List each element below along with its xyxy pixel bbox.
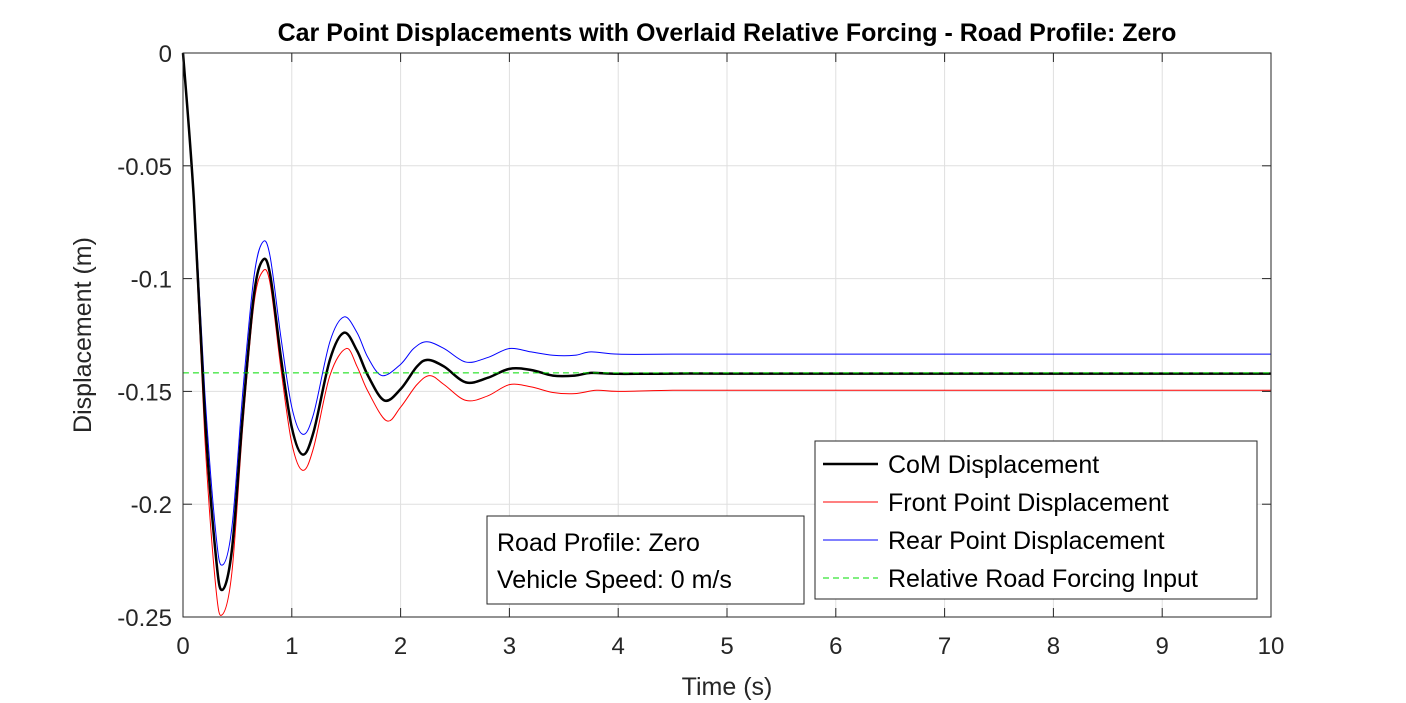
legend: CoM Displacement Front Point Displacement… — [814, 440, 1258, 600]
x-tick-label: 8 — [1047, 633, 1060, 660]
legend-frame — [814, 440, 1258, 600]
y-axis-label: Displacement (m) — [69, 237, 97, 433]
x-tick-label: 5 — [720, 633, 733, 660]
info-vehicle-speed: Vehicle Speed: 0 m/s — [497, 566, 732, 594]
x-tick-label: 4 — [612, 633, 625, 660]
x-tick-label: 3 — [503, 633, 516, 660]
y-tick-label: -0.1 — [131, 267, 172, 294]
x-tick-label: 2 — [394, 633, 407, 660]
series-line-2 — [182, 52, 1271, 566]
x-tick-label: 1 — [285, 633, 298, 660]
axis-ticks: 0 1 2 3 4 5 6 7 8 9 10 0 -0.05 -0.1 -0.15 -0.2 -0.25 — [117, 41, 1284, 660]
y-tick-label: -0.25 — [117, 605, 172, 632]
y-tick-label: -0.2 — [131, 492, 172, 519]
legend-label-1: Front Point Displacement — [888, 489, 1169, 517]
y-tick-label: 0 — [159, 41, 172, 68]
series-layer — [181, 52, 1272, 616]
chart-title: Car Point Displacements with Overlaid Re… — [278, 19, 1177, 47]
y-tick-label: -0.05 — [117, 154, 172, 181]
x-tick-label: 7 — [938, 633, 951, 660]
x-tick-label: 0 — [176, 633, 189, 660]
legend-label-2: Rear Point Displacement — [888, 527, 1165, 555]
legend-label-3: Relative Road Forcing Input — [888, 565, 1198, 593]
info-box-frame — [486, 515, 805, 605]
x-tick-label: 9 — [1156, 633, 1169, 660]
x-tick-label: 10 — [1258, 633, 1285, 660]
legend-label-0: CoM Displacement — [888, 451, 1099, 479]
info-road-profile: Road Profile: Zero — [497, 529, 700, 557]
y-tick-label: -0.15 — [117, 379, 172, 406]
x-axis-label: Time (s) — [682, 673, 773, 701]
series-line-0 — [181, 52, 1271, 592]
series-line-1 — [182, 52, 1272, 616]
info-annotation-box: Road Profile: Zero Vehicle Speed: 0 m/s — [486, 515, 805, 605]
x-tick-label: 6 — [829, 633, 842, 660]
